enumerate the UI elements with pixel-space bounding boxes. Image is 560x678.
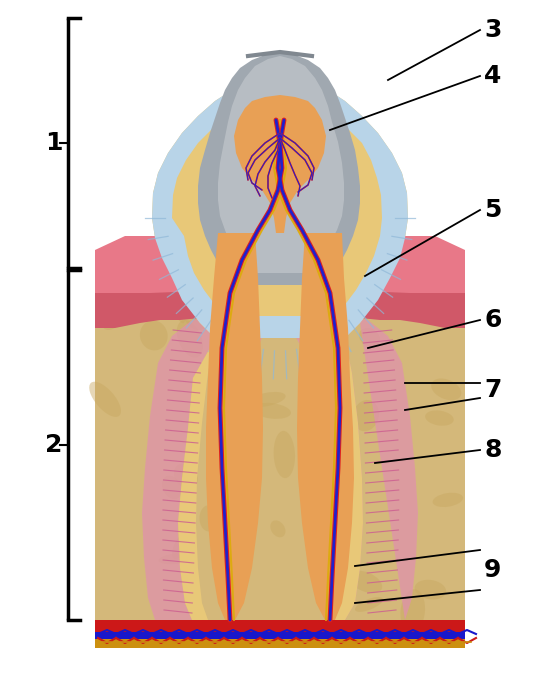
Ellipse shape (353, 400, 379, 431)
Ellipse shape (248, 392, 286, 407)
Text: 2: 2 (45, 433, 63, 457)
Polygon shape (95, 238, 215, 328)
Ellipse shape (174, 464, 198, 489)
Ellipse shape (158, 553, 196, 564)
Polygon shape (152, 73, 408, 620)
Ellipse shape (215, 393, 231, 432)
Polygon shape (95, 639, 465, 648)
Ellipse shape (319, 497, 362, 525)
Text: 3: 3 (484, 18, 501, 42)
Polygon shape (295, 315, 418, 620)
Polygon shape (152, 73, 408, 338)
Polygon shape (345, 238, 465, 328)
Ellipse shape (177, 320, 203, 358)
Text: 4: 4 (484, 64, 501, 88)
Polygon shape (142, 315, 265, 620)
Text: 5: 5 (484, 198, 501, 222)
Ellipse shape (167, 281, 185, 323)
Ellipse shape (277, 264, 320, 285)
Text: 7: 7 (484, 378, 501, 402)
Ellipse shape (172, 532, 190, 559)
Ellipse shape (381, 278, 424, 306)
Ellipse shape (162, 475, 181, 499)
Ellipse shape (270, 521, 286, 538)
Ellipse shape (152, 289, 186, 306)
Ellipse shape (362, 290, 385, 317)
Ellipse shape (431, 378, 461, 400)
Text: 1: 1 (45, 131, 63, 155)
Polygon shape (95, 620, 465, 648)
Ellipse shape (274, 431, 295, 478)
Ellipse shape (309, 376, 324, 416)
Ellipse shape (242, 269, 276, 290)
Ellipse shape (221, 400, 238, 419)
Ellipse shape (400, 589, 425, 633)
Polygon shape (234, 95, 326, 233)
Ellipse shape (349, 571, 382, 593)
Polygon shape (297, 233, 354, 620)
Ellipse shape (310, 290, 338, 325)
Text: 8: 8 (484, 438, 501, 462)
Ellipse shape (89, 382, 121, 417)
Ellipse shape (199, 505, 217, 532)
Ellipse shape (317, 407, 342, 431)
Polygon shape (206, 233, 263, 620)
Text: 9: 9 (484, 558, 501, 582)
Ellipse shape (433, 493, 463, 507)
Polygon shape (345, 236, 465, 293)
Polygon shape (95, 263, 465, 620)
Ellipse shape (252, 403, 291, 419)
Polygon shape (95, 236, 215, 293)
Ellipse shape (425, 410, 454, 426)
Ellipse shape (101, 300, 126, 330)
Polygon shape (95, 632, 465, 648)
Ellipse shape (414, 580, 446, 599)
Ellipse shape (182, 297, 209, 330)
Polygon shape (218, 56, 344, 273)
Text: 6: 6 (484, 308, 501, 332)
Polygon shape (172, 97, 382, 316)
Ellipse shape (355, 597, 383, 612)
Polygon shape (198, 52, 360, 285)
Ellipse shape (359, 328, 380, 347)
Ellipse shape (140, 321, 167, 351)
